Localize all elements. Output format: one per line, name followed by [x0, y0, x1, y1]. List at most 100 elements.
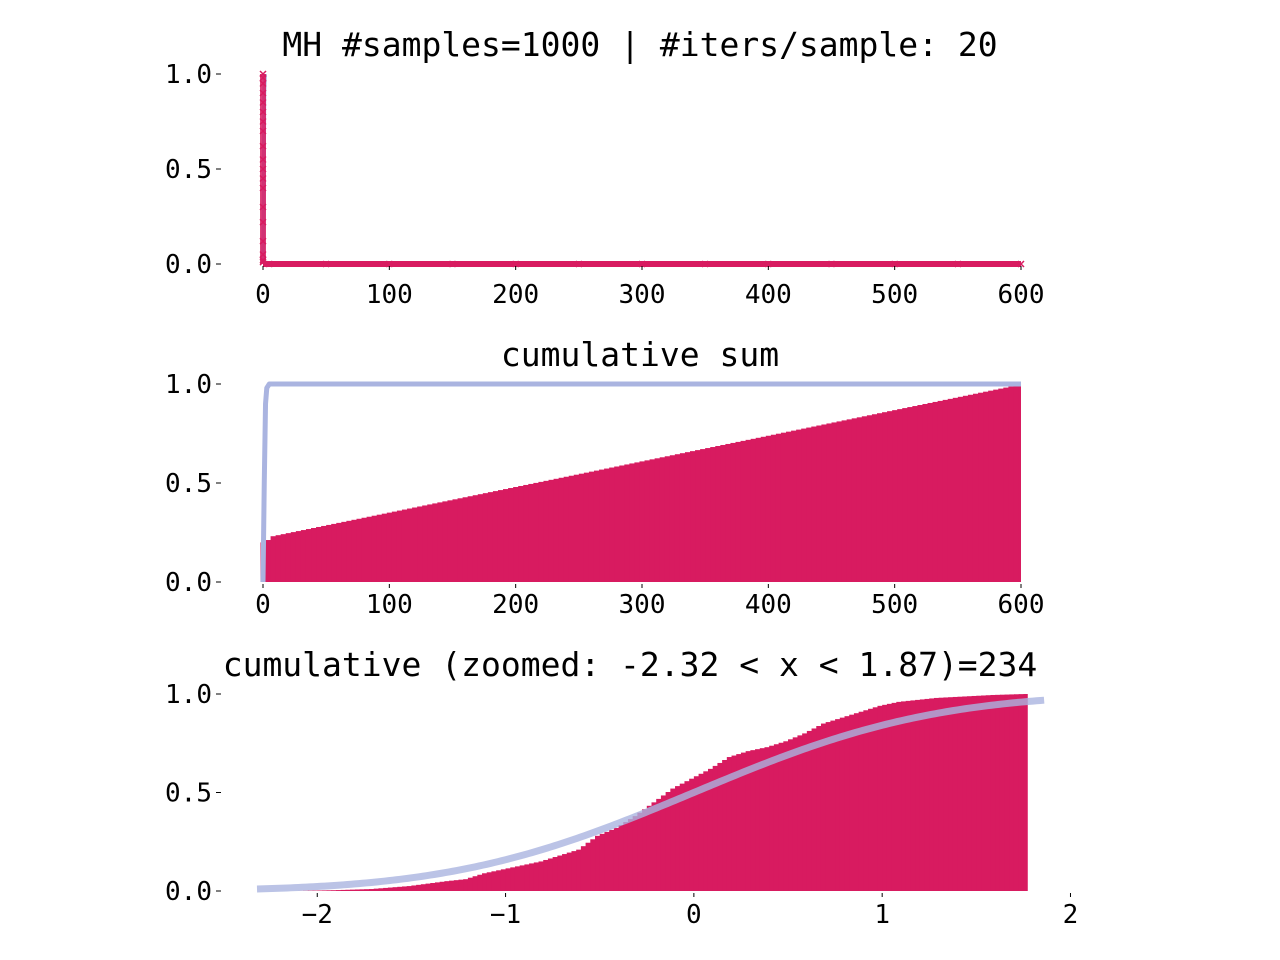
cumulative-bar [976, 695, 982, 891]
cumulative-bar [492, 491, 499, 582]
cumulative-bar [552, 857, 558, 891]
cumulative-bar [637, 812, 643, 891]
cumulative-bar [401, 509, 408, 582]
cumulative-bar [595, 835, 601, 891]
cumulative-bar [583, 472, 590, 582]
cumulative-bar [764, 747, 770, 891]
cumulative-bar [998, 388, 1004, 582]
y-tick-label: 0.5 [165, 779, 212, 809]
cumulative-bar [573, 474, 580, 582]
cumulative-bar [627, 819, 634, 891]
reference-line [260, 381, 1021, 583]
cumulative-bar [538, 861, 544, 891]
cumulative-bar [684, 781, 690, 891]
cumulative-bar [886, 703, 893, 891]
cumulative-bar [430, 882, 436, 891]
cumulative-bar [826, 423, 833, 582]
cumulative-bar [983, 391, 989, 582]
cumulative-bar [849, 714, 855, 891]
cumulative-bar [831, 422, 838, 582]
y-tick-label: 1.0 [165, 60, 212, 90]
cumulative-bar [311, 528, 317, 582]
cumulative-bar [715, 446, 721, 582]
cumulative-bar [482, 493, 489, 582]
x-tick-label: 500 [871, 280, 918, 310]
cumulative-bar [412, 507, 418, 582]
sample-cluster-vertical [260, 74, 266, 264]
cumulative-bar [684, 452, 691, 582]
cumulative-bar [510, 867, 516, 891]
cumulative-bar [609, 829, 615, 891]
cumulative-bar [386, 512, 393, 582]
cumulative-bar [356, 518, 363, 582]
cumulative-bar [872, 707, 879, 891]
cumulative-bar [472, 876, 478, 891]
cumulative-bar [336, 522, 342, 582]
cumulative-bar [938, 697, 944, 891]
cumulative-bar [778, 742, 784, 891]
cumulative-bar [326, 890, 332, 891]
cumulative-bar [634, 462, 641, 582]
cumulative-bar [957, 396, 964, 582]
cumulative-bar [599, 833, 606, 891]
cumulative-bar [816, 726, 822, 891]
x-tick-label: 200 [492, 590, 539, 620]
cumulative-bar [740, 440, 747, 582]
cumulative-bar [775, 433, 782, 582]
cumulative-bar [371, 515, 378, 582]
cumulative-bar [651, 802, 657, 891]
cumulative-bar [988, 390, 994, 582]
cumulative-bar [700, 449, 706, 582]
cumulative-bar [806, 730, 813, 891]
cumulative-bar [345, 889, 351, 891]
cumulative-bar [361, 517, 368, 582]
cumulative-bar [841, 420, 848, 582]
cumulative-bar [518, 485, 524, 582]
cumulative-bar [420, 884, 427, 891]
cumulative-bar [725, 443, 732, 582]
cumulative-bar [839, 717, 846, 891]
cumulative-bar [487, 492, 494, 582]
cumulative-bar [543, 859, 549, 891]
cumulative-bar [948, 697, 954, 891]
cumulative-bar [411, 885, 417, 891]
cumulative-bar [967, 394, 974, 582]
cumulative-bar [999, 694, 1006, 891]
cumulative-bar [836, 421, 843, 582]
cumulative-bar [703, 771, 709, 891]
x-tick-label: 0 [255, 590, 271, 620]
cumulative-bar [300, 530, 307, 582]
cumulative-bar [792, 737, 799, 891]
cumulative-bar [486, 872, 493, 891]
cumulative-bar [538, 481, 545, 582]
x-tick-label: −2 [302, 900, 333, 930]
cumulative-bar [887, 411, 893, 582]
cumulative-bar [341, 521, 347, 582]
cumulative-bar [528, 483, 534, 582]
cumulative-bar [553, 478, 560, 582]
cumulative-bar [863, 710, 869, 891]
cumulative-bar [392, 887, 398, 891]
cumulative-bar [981, 695, 987, 891]
y-tick-label: 0.5 [165, 469, 212, 499]
cumulative-bar [660, 795, 667, 891]
cumulative-bar [491, 871, 497, 891]
cumulative-bar [326, 524, 332, 582]
cumulative-bar [548, 479, 555, 582]
cumulative-bar [786, 431, 792, 582]
cumulative-bar [670, 788, 676, 891]
panel-samples: MH #samples=1000 | #iters/sample: 20 0.0… [165, 25, 1044, 310]
x-tick-label: 600 [998, 590, 1045, 620]
cumulative-bar [1008, 386, 1015, 582]
cumulative-bar [467, 877, 474, 891]
cumulative-bar [962, 395, 969, 582]
cumulative-bar [397, 886, 403, 891]
cumulative-bar [513, 487, 519, 582]
cumulative-bar [321, 890, 328, 891]
cumulative-bar [590, 839, 596, 891]
cumulative-bar [514, 866, 521, 891]
cumulative-bar [524, 864, 530, 891]
cumulative-bar [497, 490, 504, 582]
cumulative-bar [820, 723, 827, 891]
x-tick-label: 300 [619, 280, 666, 310]
